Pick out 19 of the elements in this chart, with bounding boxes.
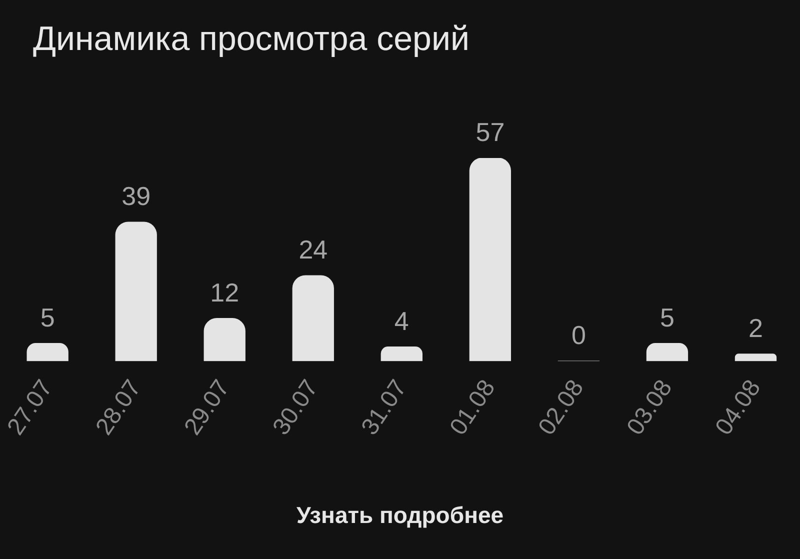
bar [292,275,334,362]
bar [204,318,246,362]
data-label: 24 [298,234,328,265]
bar [26,342,68,362]
data-label: 4 [394,306,409,336]
data-label: 2 [748,312,763,343]
bar [734,354,777,362]
data-label: 57 [476,117,505,147]
bar [469,158,512,362]
data-label: 5 [660,302,674,332]
bar [115,222,157,362]
data-label: 0 [571,320,586,350]
text: Узнать подробнее [296,502,504,529]
bar [646,342,688,362]
bar [380,346,422,362]
chart-title: Динамика просмотра серий [33,20,470,59]
data-label: 39 [122,181,151,212]
data-label: 5 [40,302,55,332]
data-label: 12 [210,277,240,308]
